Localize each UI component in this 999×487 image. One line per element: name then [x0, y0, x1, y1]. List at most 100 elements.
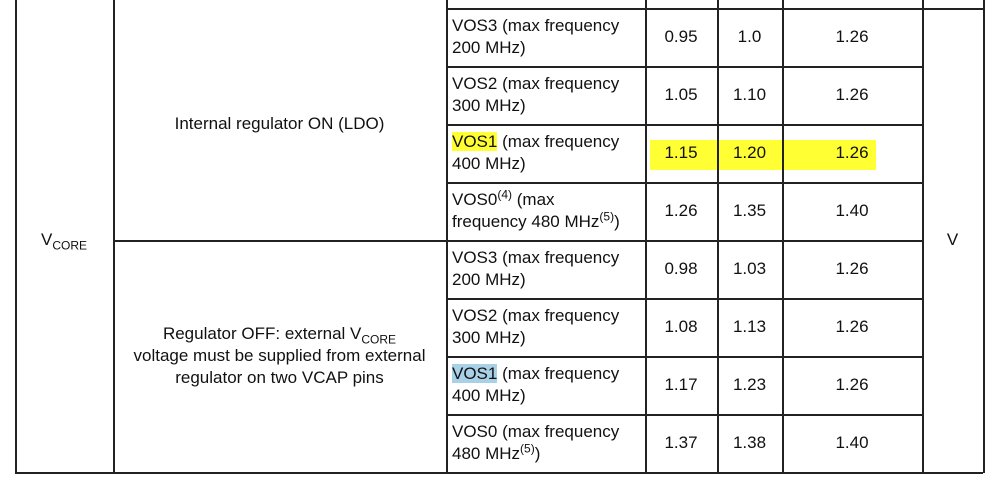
condition: VOS2 (max frequency 300 MHz)	[452, 305, 619, 349]
typ-value: 1.0	[737, 27, 762, 46]
min-value: 1.17	[664, 375, 698, 394]
text-segment: VOS1	[452, 132, 498, 151]
text-segment: VOS3 (max frequency	[452, 248, 620, 267]
text-segment: 400 MHz)	[452, 154, 526, 173]
text-line: 200 MHz)	[452, 37, 619, 59]
min-value: 1.15	[664, 143, 698, 162]
symbol: VCORE	[41, 229, 87, 251]
text-segment: VOS3 (max frequency	[452, 16, 620, 35]
text-line: 300 MHz)	[452, 327, 619, 349]
text-segment: VOS0	[452, 190, 498, 209]
text-line: Internal regulator ON (LDO)	[175, 113, 385, 135]
text-line: Regulator OFF: external VCORE	[134, 323, 426, 345]
typ-value: 1.10	[732, 85, 767, 104]
text-segment: 300 MHz)	[452, 96, 526, 115]
text-line: 300 MHz)	[452, 95, 619, 117]
text-line: VOS3 (max frequency	[452, 15, 619, 37]
typ-value: 1.13	[732, 317, 767, 336]
text-segment: regulator on two VCAP pins	[175, 368, 384, 387]
min-value: 0.95	[664, 27, 698, 46]
text-segment: CORE	[52, 238, 88, 253]
text-line: VOS1 (max frequency	[452, 363, 619, 385]
text-segment: 400 MHz)	[452, 386, 526, 405]
text-line: VOS0 (max frequency	[452, 421, 619, 443]
text-line: VOS2 (max frequency	[452, 305, 619, 327]
text-segment: voltage must be supplied from external	[133, 346, 426, 365]
typ-value: 1.20	[732, 143, 767, 162]
border-line	[15, 0, 17, 473]
condition: VOS0(4) (max frequency 480 MHz(5))	[452, 187, 620, 233]
border-line	[645, 0, 647, 473]
border-line	[113, 0, 115, 473]
min-value: 1.08	[664, 317, 698, 336]
typ-value: 1.38	[732, 433, 767, 452]
highlight-band	[650, 140, 876, 170]
max-value: 1.26	[835, 143, 869, 162]
text-segment: )	[614, 212, 620, 231]
text-segment: frequency 480 MHz	[452, 212, 600, 231]
border-line	[446, 414, 922, 416]
max-value: 1.26	[835, 375, 869, 394]
max-value: 1.40	[835, 201, 869, 220]
text-line: 400 MHz)	[452, 385, 619, 407]
border-line	[717, 0, 719, 473]
border-line	[922, 0, 924, 473]
border-line	[782, 0, 784, 473]
text-line: 400 MHz)	[452, 153, 619, 175]
text-line: VOS0(4) (max	[452, 187, 620, 211]
text-line: VOS1 (max frequency	[452, 131, 619, 153]
min-value: 1.26	[664, 201, 698, 220]
text-segment: (4)	[497, 187, 513, 202]
border-line	[446, 66, 922, 68]
text-segment: VOS1	[452, 364, 498, 383]
min-value: 1.37	[664, 433, 698, 452]
border-line	[446, 8, 983, 10]
typ-value: 1.03	[732, 259, 767, 278]
text-segment: 300 MHz)	[452, 328, 526, 347]
min-value: 0.98	[664, 259, 698, 278]
border-line	[113, 240, 446, 242]
text-line: VOS2 (max frequency	[452, 73, 619, 95]
text-segment: VOS2 (max frequency	[452, 306, 620, 325]
text-segment: (5)	[520, 441, 535, 456]
text-segment: (max	[512, 190, 555, 209]
condition: VOS3 (max frequency 200 MHz)	[452, 15, 619, 59]
text-line: VOS3 (max frequency	[452, 247, 619, 269]
max-value: 1.26	[835, 27, 869, 46]
max-value: 1.26	[835, 259, 869, 278]
text-segment: (5)	[599, 209, 615, 224]
border-line	[15, 472, 983, 474]
text-segment: Internal regulator ON (LDO)	[174, 114, 385, 133]
max-value: 1.26	[835, 85, 869, 104]
text-segment: (max frequency	[497, 364, 620, 383]
condition: VOS2 (max frequency 300 MHz)	[452, 73, 619, 117]
text-line: regulator on two VCAP pins	[134, 367, 426, 389]
text-segment: CORE	[361, 332, 397, 347]
text-segment: VOS2 (max frequency	[452, 74, 620, 93]
border-line	[446, 0, 448, 473]
text-segment: )	[534, 444, 541, 463]
typ-value: 1.23	[732, 375, 767, 394]
border-line	[446, 356, 922, 358]
max-value: 1.40	[835, 433, 869, 452]
text-segment: (max frequency	[497, 132, 620, 151]
border-line	[446, 240, 922, 242]
group-label: Internal regulator ON (LDO)	[175, 113, 385, 135]
text-line: 200 MHz)	[452, 269, 619, 291]
condition: VOS3 (max frequency 200 MHz)	[452, 247, 619, 291]
condition: VOS1 (max frequency 400 MHz)	[452, 131, 619, 175]
min-value: 1.05	[664, 85, 698, 104]
text-segment: 200 MHz)	[452, 270, 526, 289]
unit: V	[946, 230, 959, 249]
typ-value: 1.35	[732, 201, 767, 220]
condition: VOS1 (max frequency 400 MHz)	[452, 363, 619, 407]
group-label: Regulator OFF: external VCORE voltage mus…	[134, 323, 426, 389]
border-line	[446, 182, 922, 184]
text-segment: Regulator OFF: external V	[162, 324, 362, 343]
text-line: voltage must be supplied from external	[134, 345, 426, 367]
border-line	[983, 0, 985, 473]
border-line	[446, 298, 922, 300]
text-segment: VOS0 (max frequency	[452, 422, 620, 441]
text-segment: V	[40, 230, 53, 249]
